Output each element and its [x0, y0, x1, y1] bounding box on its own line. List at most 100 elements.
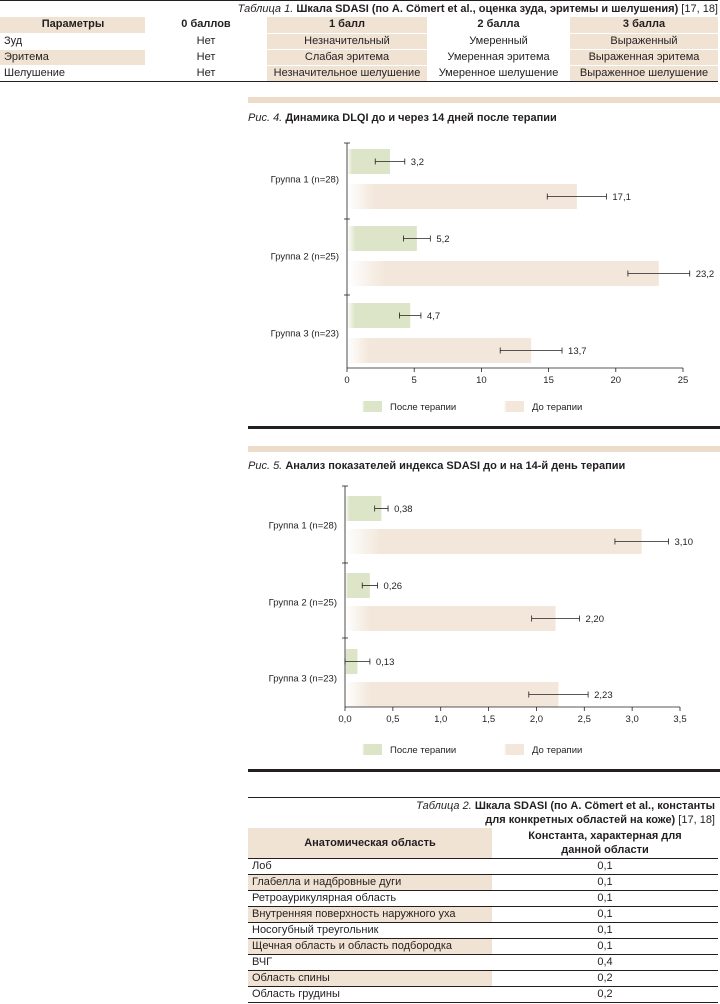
table-row: Область грудины 0,2 [248, 986, 718, 1003]
category-label: Группа 3 (n=23) [269, 674, 337, 685]
x-tick-label: 25 [678, 375, 689, 386]
data-label: 0,38 [394, 504, 413, 515]
before-therapy-bar [345, 529, 642, 554]
table1-caption-label: Таблица 1. [237, 3, 294, 15]
table2-caption: Таблица 2. Шкала SDASI (по A. Cömert et … [248, 799, 715, 827]
table2-area-cell: Носогубный треугольник [248, 922, 492, 939]
table2-value-cell: 0,1 [492, 874, 718, 891]
table1-cell: Шелушение [0, 65, 145, 82]
table1-header-1: 1 балл [267, 17, 427, 34]
legend-label: До терапии [532, 745, 582, 756]
before-therapy-bar [347, 261, 659, 286]
figure5-bottom-rule [248, 769, 720, 772]
table1-header-0: 0 баллов [145, 17, 267, 34]
legend-swatch [504, 401, 524, 412]
table2-area-cell: Лоб [248, 858, 492, 875]
table1-cell: Незначительное шелушение [267, 65, 427, 82]
table-row: Область спины 0,2 [248, 970, 718, 987]
table2-caption-line1: Таблица 2. Шкала SDASI (по A. Cömert et … [248, 799, 715, 813]
table2-area-cell: ВЧГ [248, 954, 492, 971]
legend-label: После терапии [390, 402, 456, 413]
table-row: Эритема Нет Слабая эритема Умеренная эри… [0, 49, 718, 66]
table2-value-cell: 0,2 [492, 970, 718, 987]
table1-caption-title: Шкала SDASI (по A. Cömert et al., оценка… [296, 3, 679, 15]
table2-area-cell: Область грудины [248, 986, 492, 1003]
table-row: Носогубный треугольник 0,1 [248, 922, 718, 939]
table2-top-rule [248, 797, 720, 798]
data-label: 17,1 [612, 192, 631, 203]
data-label: 0,13 [376, 657, 395, 668]
table-row: Зуд Нет Незначительный Умеренный Выражен… [0, 33, 718, 50]
figure5-chart-svg: 0,38 3,10 Группа 1 (n=28) 0,26 2,20 Группа 2 … [269, 485, 693, 756]
table1-header-params: Параметры [0, 17, 145, 34]
table1-cell: Эритема [0, 49, 145, 66]
figure5-top-band [248, 446, 720, 452]
table-row: ВЧГ 0,4 [248, 954, 718, 971]
table1-cell: Выраженный [570, 33, 718, 50]
table2-value-cell: 0,1 [492, 858, 718, 875]
before-therapy-bar [345, 606, 556, 631]
table2-caption-label: Таблица 2. [416, 800, 472, 812]
before-therapy-bar [347, 184, 577, 209]
table1-cell: Выраженное шелушение [570, 65, 718, 82]
x-tick-label: 15 [543, 375, 554, 386]
category-label: Группа 1 (n=28) [271, 175, 339, 186]
x-tick-label: 5 [412, 375, 417, 386]
legend-swatch [362, 744, 382, 755]
data-label: 0,26 [384, 581, 403, 592]
data-label: 2,20 [586, 614, 605, 625]
table2-header-constant: Константа, характерная для данной област… [492, 828, 718, 859]
x-tick-label: 3,5 [673, 714, 686, 725]
data-label: 3,2 [411, 157, 424, 168]
figure4-chart: 3,2 17,1 Группа 1 (n=28) 5,2 23,2 Группа 2 (n… [248, 135, 720, 425]
x-tick-label: 2,5 [578, 714, 591, 725]
table2-area-cell: Область спины [248, 970, 492, 987]
table2-area-cell: Ретроаурикулярная область [248, 890, 492, 907]
x-tick-label: 1,0 [434, 714, 447, 725]
table1-caption: Таблица 1. Шкала SDASI (по A. Cömert et … [0, 0, 718, 17]
figure4-chart-svg: 3,2 17,1 Группа 1 (n=28) 5,2 23,2 Группа 2 (n… [271, 142, 714, 413]
figure5-caption-title: Анализ показателей индекса SDASI до и на… [285, 460, 626, 472]
figure4-caption-label: Рис. 4. [248, 112, 283, 124]
data-label: 4,7 [427, 311, 440, 322]
category-label: Группа 3 (n=23) [271, 329, 339, 340]
table1-cell: Выраженная эритема [570, 49, 718, 66]
x-tick-label: 2,0 [530, 714, 543, 725]
category-label: Группа 2 (n=25) [271, 252, 339, 263]
table1: Параметры 0 баллов 1 балл 2 балла 3 балл… [0, 17, 718, 82]
table2-header-area: Анатомическая область [248, 828, 492, 859]
table1-header-2: 2 балла [427, 17, 570, 34]
table1-cell: Слабая эритема [267, 49, 427, 66]
table1-caption-ref: [17, 18] [681, 3, 718, 15]
figure4-bottom-rule [248, 426, 720, 429]
table2-value-cell: 0,1 [492, 890, 718, 907]
data-label: 13,7 [568, 346, 587, 357]
legend-swatch [362, 401, 382, 412]
table-row: Внутренняя поверхность наружного уха 0,1 [248, 906, 718, 923]
table1-header-3: 3 балла [570, 17, 718, 34]
table2-area-cell: Внутренняя поверхность наружного уха [248, 906, 492, 923]
table2-area-cell: Глабелла и надбровные дуги [248, 874, 492, 891]
table1-cell: Зуд [0, 33, 145, 50]
table2-value-cell: 0,4 [492, 954, 718, 971]
figure4-caption: Рис. 4. Динамика DLQI до и через 14 дней… [248, 111, 557, 125]
x-tick-label: 0,5 [386, 714, 399, 725]
category-label: Группа 1 (n=28) [269, 521, 337, 532]
legend-label: После терапии [390, 745, 456, 756]
table2-caption-ref: [17, 18] [678, 814, 715, 826]
figure5-caption-label: Рис. 5. [248, 460, 283, 472]
data-label: 2,23 [594, 690, 613, 701]
table2-caption-line2: для конкретных областей на коже) [17, 18… [248, 813, 715, 827]
table2-value-cell: 0,2 [492, 986, 718, 1003]
x-tick-label: 0 [344, 375, 349, 386]
category-label: Группа 2 (n=25) [269, 598, 337, 609]
figure4-top-band [248, 97, 720, 103]
table2-caption-title-line1: Шкала SDASI (по A. Cömert et al., конста… [474, 800, 715, 812]
x-tick-label: 3,0 [626, 714, 639, 725]
figure5-caption: Рис. 5. Анализ показателей индекса SDASI… [248, 459, 625, 473]
table1-cell: Умеренный [427, 33, 570, 50]
legend-swatch [504, 744, 524, 755]
table1-cell: Нет [145, 33, 267, 50]
table1-cell: Нет [145, 65, 267, 82]
table1-cell: Незначительный [267, 33, 427, 50]
